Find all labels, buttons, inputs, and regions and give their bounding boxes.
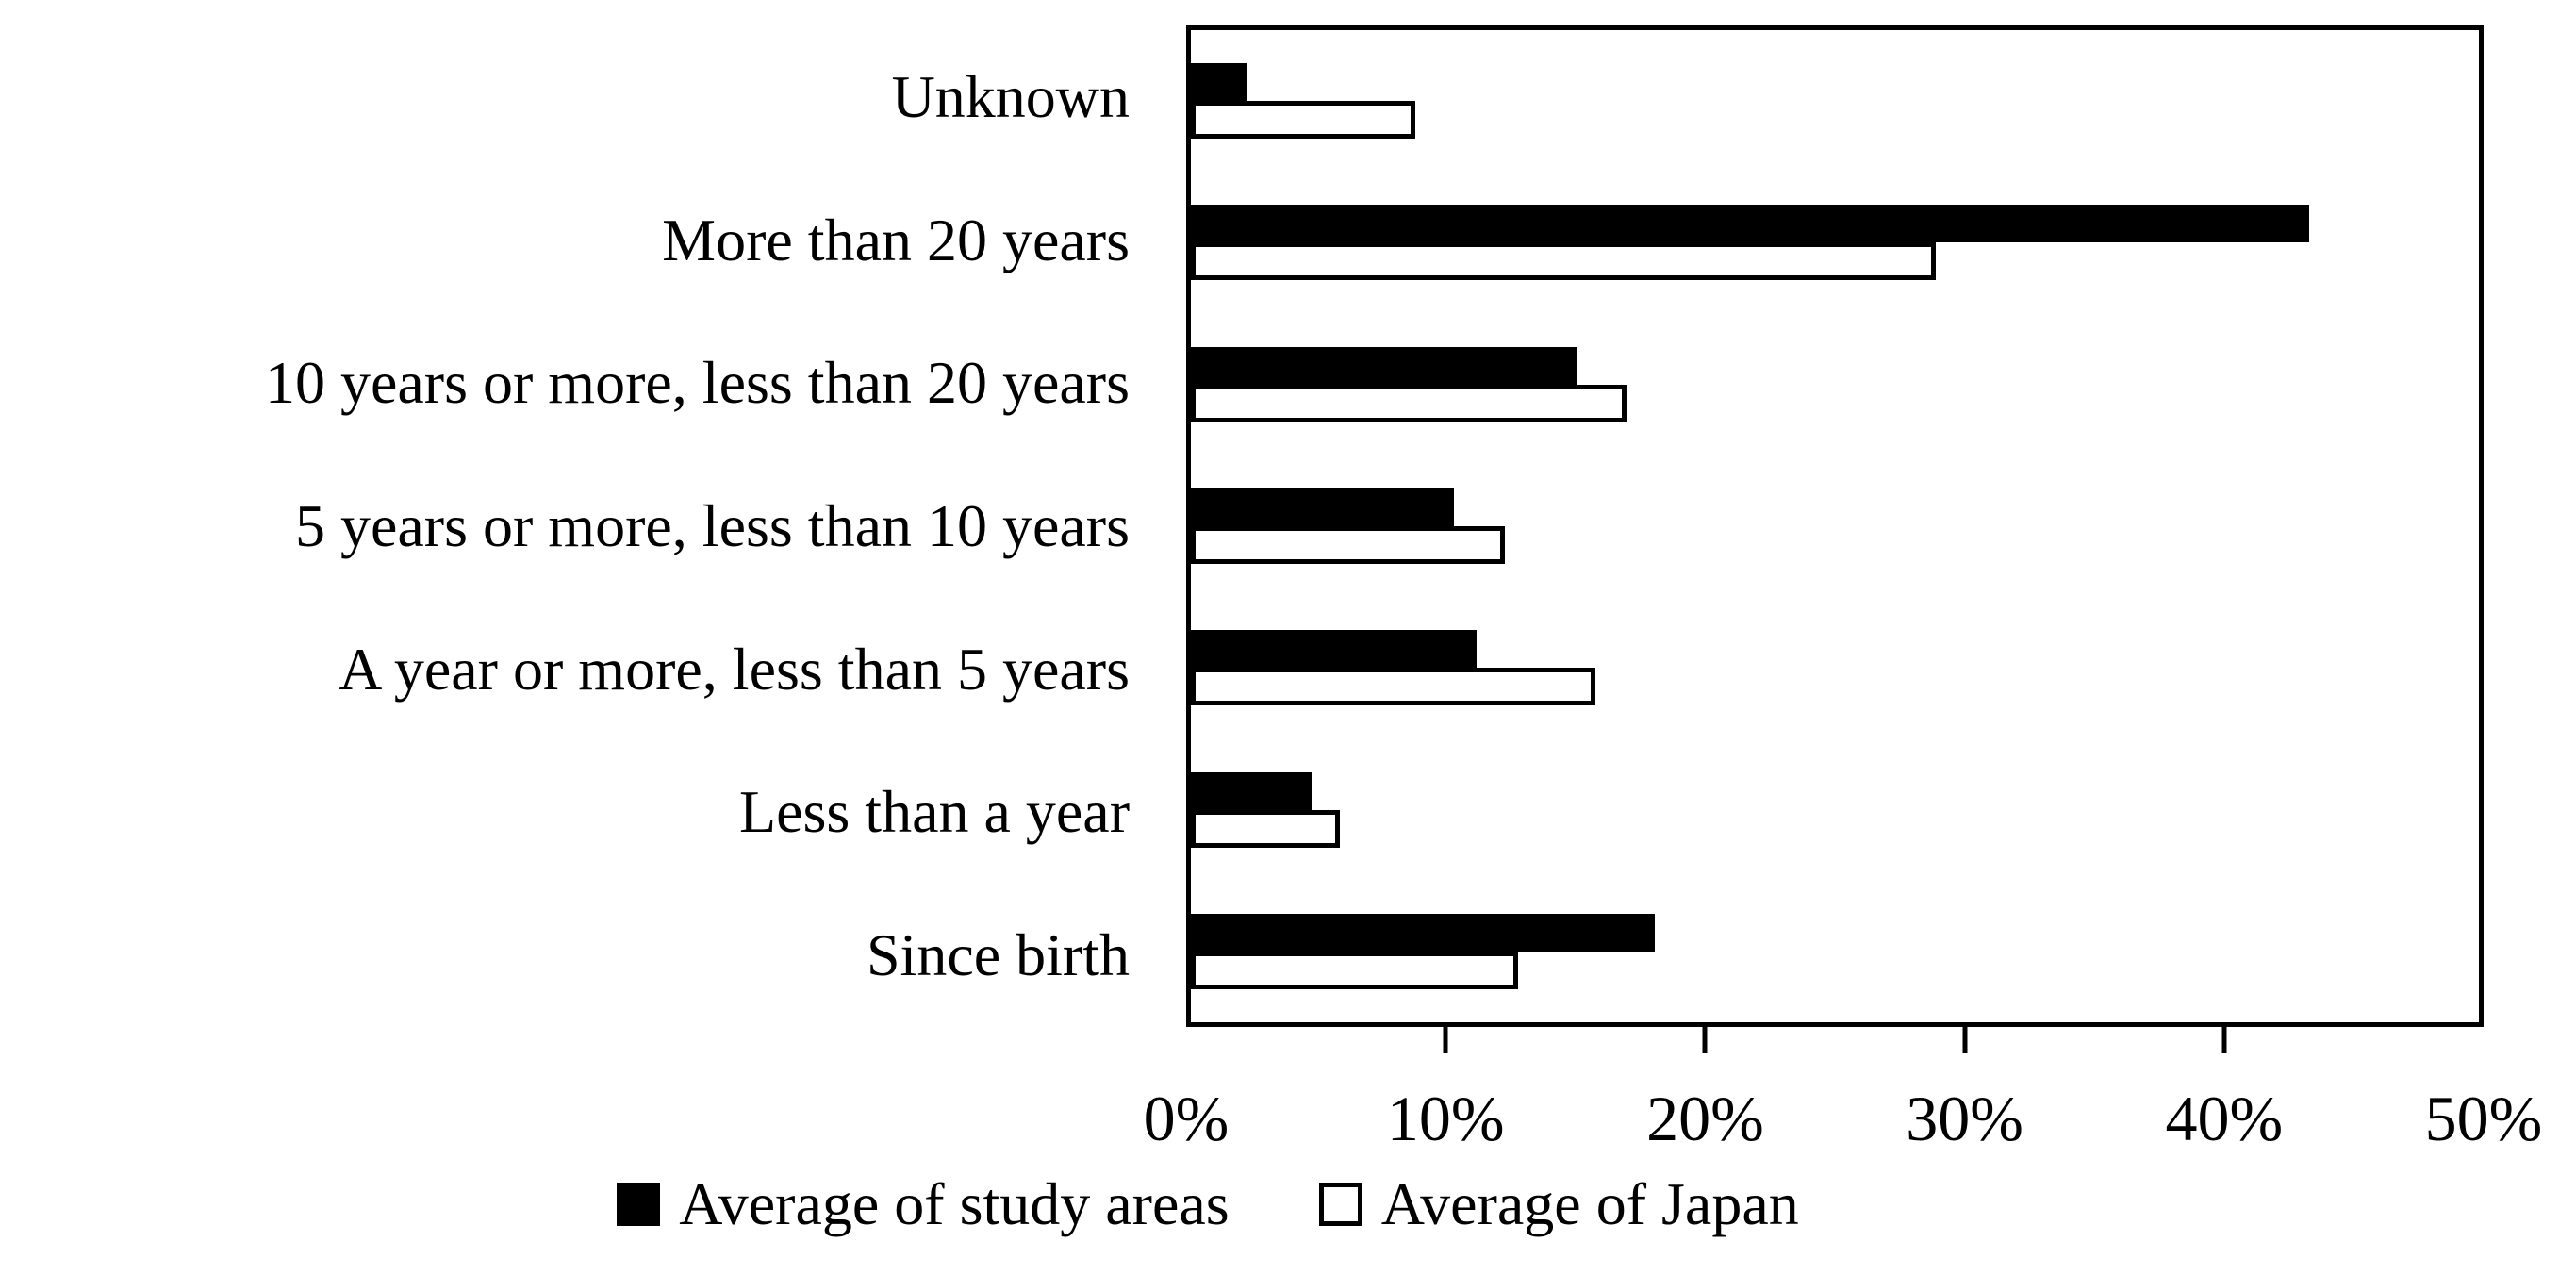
bar-average-of-japan [1191,809,1341,848]
bar-group [1191,172,2479,313]
x-axis-tick-label: 40% [2165,1083,2284,1154]
bar-average-of-study-areas [1191,63,1248,102]
x-axis-tick [1443,1027,1448,1053]
x-axis-tick-label: 10% [1386,1083,1505,1154]
x-axis-tick [1702,1027,1708,1053]
legend-item-average-of-japan: Average of Japan [1318,1170,1799,1237]
bar-average-of-japan [1191,525,1506,564]
bar-average-of-study-areas [1191,630,1478,669]
bar-average-of-study-areas [1191,913,1655,952]
category-label: A year or more, less than 5 years [339,635,1130,703]
category-label: Unknown [891,62,1130,130]
plot-area [1186,25,2484,1027]
category-label: 5 years or more, less than 10 years [294,492,1130,560]
x-axis-tick-label: 20% [1646,1083,1764,1154]
category-label: Since birth [866,921,1130,989]
bar-group [1191,455,2479,597]
bar-average-of-study-areas [1191,488,1454,526]
legend: Average of study areas Average of Japan [0,1174,2496,1234]
x-axis-tick-label: 0% [1143,1083,1230,1154]
bar-average-of-japan [1191,101,1415,140]
bar-group [1191,30,2479,172]
bar-average-of-study-areas [1191,771,1313,810]
bar-group [1191,314,2479,455]
bar-average-of-japan [1191,951,1518,989]
category-label: 10 years or more, less than 20 years [264,349,1130,417]
category-label: Less than a year [738,778,1130,846]
bar-average-of-study-areas [1191,205,2309,243]
legend-label: Average of Japan [1380,1170,1799,1237]
bar-average-of-study-areas [1191,346,1577,385]
bar-group [1191,597,2479,738]
x-axis-tick-label: 30% [1906,1083,2023,1154]
bar-average-of-japan [1191,384,1627,422]
x-axis-tick [2221,1027,2227,1053]
bar-average-of-japan [1191,668,1595,706]
bar-group [1191,881,2479,1022]
legend-label: Average of study areas [679,1170,1230,1237]
x-axis-tick [1962,1027,1968,1053]
legend-item-average-of-study-areas: Average of study areas [617,1170,1230,1237]
outlined-square-icon [1318,1183,1362,1226]
bar-average-of-japan [1191,242,1936,281]
filled-square-icon [617,1183,661,1226]
x-axis-tick-label: 50% [2424,1083,2543,1154]
category-label: More than 20 years [662,206,1130,273]
category-axis-labels: Unknown More than 20 years 10 years or mor… [0,25,1130,1027]
bar-group [1191,738,2479,880]
